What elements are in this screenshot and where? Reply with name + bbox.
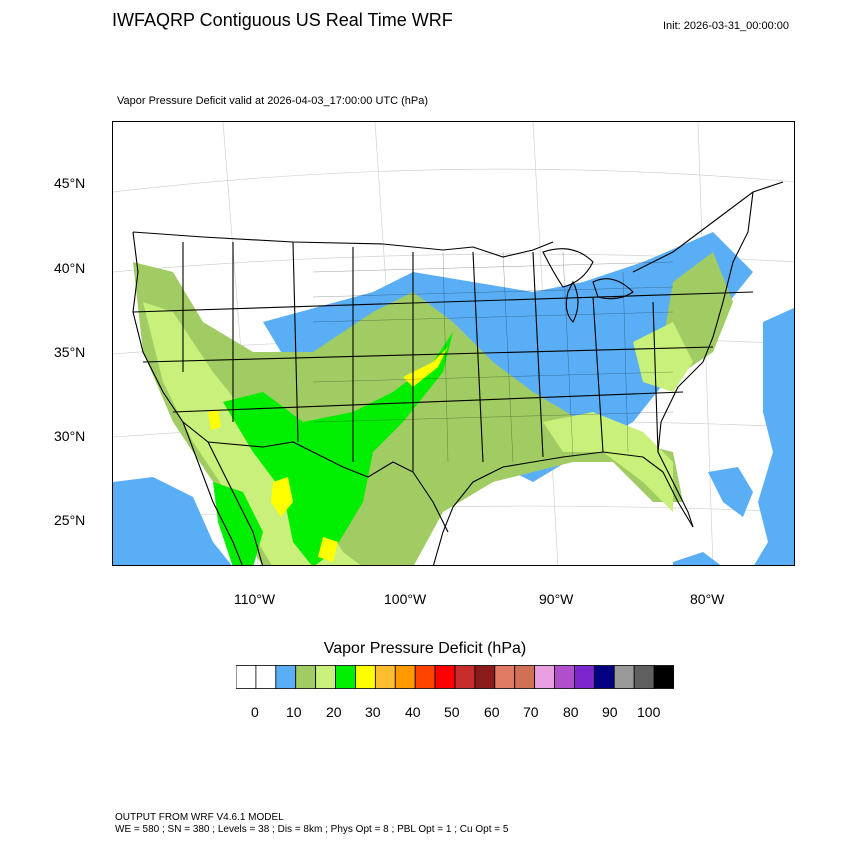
colorbar-swatch xyxy=(236,665,257,689)
colorbar-swatch xyxy=(554,665,575,689)
colorbar-swatch xyxy=(494,665,516,689)
model-footer: OUTPUT FROM WRF V4.6.1 MODEL WE = 580 ; … xyxy=(115,812,508,836)
colorbar-swatch xyxy=(355,665,376,689)
lon-label-110w: 110°W xyxy=(234,591,276,607)
colorbar-swatch xyxy=(574,665,595,689)
colorbar-label-40: 40 xyxy=(405,704,421,720)
colorbar-swatch xyxy=(414,665,436,689)
colorbar-swatch xyxy=(454,665,476,689)
colorbar-label-70: 70 xyxy=(523,704,539,720)
colorbar-swatch xyxy=(255,665,277,689)
colorbar-swatch xyxy=(653,665,674,689)
init-time-label: Init: 2026-03-31_00:00:00 xyxy=(663,20,789,32)
lon-label-90w: 90°W xyxy=(539,591,574,607)
footer-line-2: WE = 580 ; SN = 380 ; Levels = 38 ; Dis … xyxy=(115,824,509,835)
colorbar-swatch xyxy=(374,665,396,689)
colorbar-label-100: 100 xyxy=(637,704,661,720)
ocean-vpd xyxy=(113,307,794,565)
lat-label-40: 40°N xyxy=(54,260,86,276)
valid-time-label: Vapor Pressure Deficit valid at 2026-04-… xyxy=(117,95,429,107)
lon-label-80w: 80°W xyxy=(690,591,725,607)
colorbar-swatch xyxy=(295,665,317,689)
colorbar-swatch xyxy=(335,665,356,689)
colorbar-label-0: 0 xyxy=(251,704,259,720)
colorbar-swatch xyxy=(434,665,456,689)
colorbar-swatch xyxy=(514,665,536,689)
lat-label-25: 25°N xyxy=(54,512,86,528)
colorbar-swatch xyxy=(275,665,297,689)
colorbar-label-20: 20 xyxy=(326,704,342,720)
lat-label-30: 30°N xyxy=(54,428,86,444)
map-panel xyxy=(112,121,795,566)
colorbar-label-10: 10 xyxy=(286,704,302,720)
colorbar-label-30: 30 xyxy=(365,704,381,720)
boundaries xyxy=(132,181,784,565)
colorbar-swatch xyxy=(534,665,555,689)
colorbar-title: Vapor Pressure Deficit (hPa) xyxy=(323,640,527,657)
lat-label-45: 45°N xyxy=(54,175,86,191)
colorbar-label-60: 60 xyxy=(484,704,500,720)
county-lines xyxy=(312,251,674,463)
land-vpd xyxy=(133,232,753,565)
lon-label-100w: 100°W xyxy=(384,591,427,607)
lat-label-35: 35°N xyxy=(54,344,86,360)
colorbar-swatch xyxy=(613,665,635,689)
colorbar-swatch xyxy=(394,665,416,689)
colorbar-swatch xyxy=(474,665,496,689)
colorbar xyxy=(236,665,674,689)
footer-line-1: OUTPUT FROM WRF V4.6.1 MODEL xyxy=(115,812,284,823)
colorbar-label-50: 50 xyxy=(444,704,460,720)
colorbar-swatch xyxy=(315,665,336,689)
chart-title: IWFAQRP Contiguous US Real Time WRF xyxy=(112,10,453,30)
colorbar-label-90: 90 xyxy=(602,704,618,720)
vpd-map xyxy=(113,122,794,565)
colorbar-swatch xyxy=(633,665,655,689)
colorbar-swatch xyxy=(593,665,615,689)
colorbar-label-80: 80 xyxy=(563,704,579,720)
